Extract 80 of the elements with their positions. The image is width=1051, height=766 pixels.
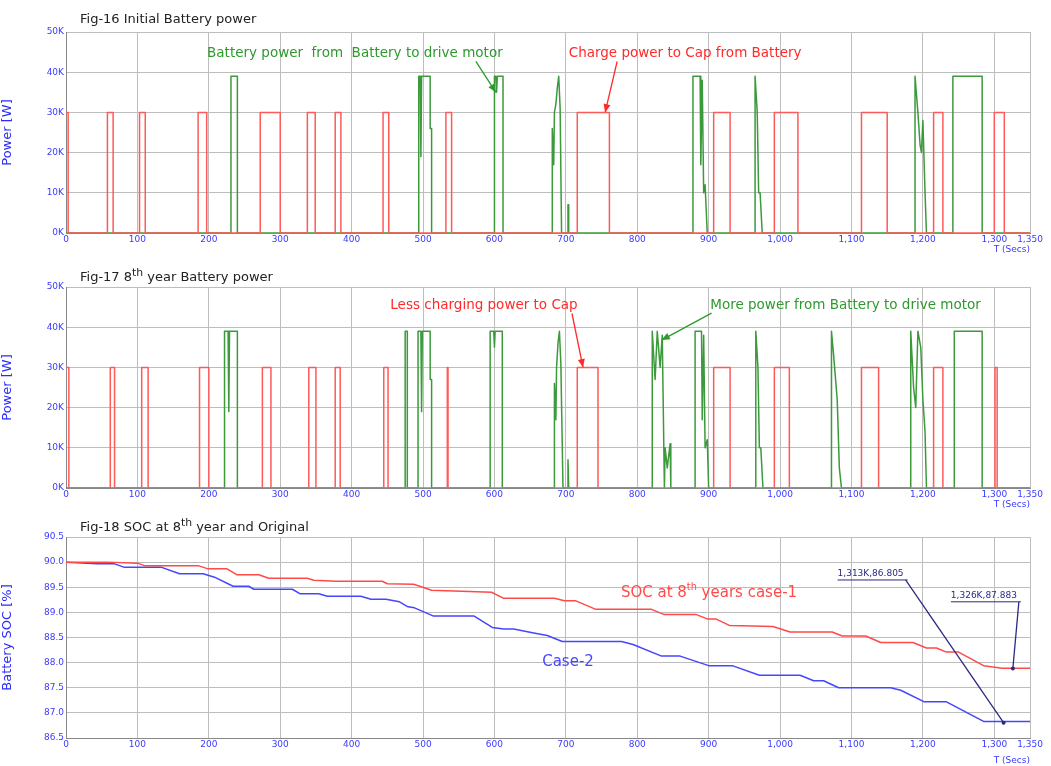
x-tick-label: 0 bbox=[63, 233, 70, 244]
x-tick-label: 1,300 bbox=[981, 233, 1008, 244]
x-tick-label: 500 bbox=[414, 488, 432, 499]
x-tick-label: 1,100 bbox=[838, 488, 865, 499]
x-axis-title: T (Secs) bbox=[992, 243, 1030, 254]
y-tick-label: 40K bbox=[46, 66, 66, 77]
x-tick-label: 1,350 bbox=[1017, 738, 1044, 749]
x-tick-label: 800 bbox=[628, 738, 647, 749]
x-tick-label: 700 bbox=[557, 488, 575, 499]
x-axis-title: T (Secs) bbox=[992, 754, 1030, 765]
x-tick-label: 1,350 bbox=[1017, 233, 1044, 244]
x-tick-label: 500 bbox=[414, 233, 432, 244]
x-tick-label: 400 bbox=[343, 738, 361, 749]
x-tick-label: 1,200 bbox=[910, 738, 937, 749]
x-tick-label: 700 bbox=[557, 738, 575, 749]
y-tick-label: 20K bbox=[46, 146, 66, 157]
x-tick-label: 200 bbox=[200, 738, 218, 749]
x-tick-label: 1,300 bbox=[981, 488, 1008, 499]
x-tick-label: 900 bbox=[700, 738, 718, 749]
x-tick-label: 0 bbox=[63, 738, 70, 749]
y-tick-label: 90.0 bbox=[43, 556, 65, 567]
chart-title: Fig-17 8$^{th}$ year Battery power bbox=[80, 266, 273, 285]
x-tick-label: 0 bbox=[63, 488, 70, 499]
x-tick-label: 300 bbox=[271, 488, 290, 499]
x-tick-label: 400 bbox=[343, 488, 361, 499]
annotation: Battery power from Battery to drive motor bbox=[207, 43, 504, 60]
y-tick-label: 89.5 bbox=[43, 581, 64, 592]
x-tick-label: 1,100 bbox=[838, 233, 865, 244]
x-tick-label: 1,200 bbox=[910, 233, 937, 244]
x-tick-label: 900 bbox=[700, 488, 718, 499]
x-axis-title: T (Secs) bbox=[992, 498, 1030, 509]
y-tick-label: 87.5 bbox=[43, 682, 64, 693]
y-axis-title: Battery SOC [%] bbox=[0, 584, 15, 691]
x-tick-label: 300 bbox=[271, 738, 290, 749]
y-tick-label: 89.0 bbox=[43, 606, 65, 617]
x-tick-label: 100 bbox=[128, 233, 147, 244]
annotation: Charge power to Cap from Battery bbox=[568, 43, 802, 60]
y-tick-label: 88.5 bbox=[43, 631, 64, 642]
x-tick-label: 1,200 bbox=[910, 488, 937, 499]
x-tick-label: 800 bbox=[628, 233, 647, 244]
x-tick-label: 100 bbox=[128, 488, 147, 499]
x-tick-label: 200 bbox=[200, 488, 218, 499]
x-tick-label: 1,000 bbox=[767, 233, 794, 244]
y-tick-label: 88.0 bbox=[43, 656, 65, 667]
annotation: Less charging power to Cap bbox=[390, 295, 578, 312]
y-tick-label: 10K bbox=[46, 187, 66, 198]
x-tick-label: 600 bbox=[485, 233, 504, 244]
x-tick-label: 200 bbox=[200, 233, 218, 244]
y-tick-label: 50K bbox=[46, 281, 66, 292]
x-tick-label: 700 bbox=[557, 233, 575, 244]
x-tick-label: 500 bbox=[414, 738, 432, 749]
x-tick-label: 300 bbox=[271, 233, 290, 244]
y-tick-label: 30K bbox=[46, 361, 66, 372]
annotation: 1,326K,87.883 bbox=[950, 589, 1017, 600]
y-tick-label: 40K bbox=[46, 321, 66, 332]
x-tick-label: 1,000 bbox=[767, 738, 794, 749]
x-tick-label: 600 bbox=[485, 738, 504, 749]
y-tick-label: 10K bbox=[46, 442, 66, 453]
series-label: Case-2 bbox=[542, 651, 594, 670]
y-tick-label: 87.0 bbox=[43, 707, 65, 718]
annotation: 1,313K,86.805 bbox=[837, 568, 904, 579]
x-tick-label: 900 bbox=[700, 233, 718, 244]
y-tick-label: 30K bbox=[46, 106, 66, 117]
y-tick-label: 86.5 bbox=[43, 732, 64, 743]
y-tick-label: 50K bbox=[46, 26, 66, 37]
x-tick-label: 1,350 bbox=[1017, 488, 1044, 499]
x-tick-label: 1,300 bbox=[981, 738, 1008, 749]
chart-title: Fig-18 SOC at 8$^{th}$ year and Original bbox=[80, 516, 309, 535]
x-tick-label: 100 bbox=[128, 738, 147, 749]
x-tick-label: 1,000 bbox=[767, 488, 794, 499]
x-tick-label: 1,100 bbox=[838, 738, 865, 749]
chart-title: Fig-16 Initial Battery power bbox=[80, 11, 257, 26]
y-tick-label: 90.5 bbox=[43, 531, 64, 542]
annotation: More power from Battery to drive motor bbox=[710, 295, 982, 312]
y-axis-title: Power [W] bbox=[0, 354, 15, 421]
x-tick-label: 400 bbox=[343, 233, 361, 244]
y-tick-label: 20K bbox=[46, 401, 66, 412]
x-tick-label: 800 bbox=[628, 488, 647, 499]
y-axis-title: Power [W] bbox=[0, 99, 15, 166]
x-tick-label: 600 bbox=[485, 488, 504, 499]
